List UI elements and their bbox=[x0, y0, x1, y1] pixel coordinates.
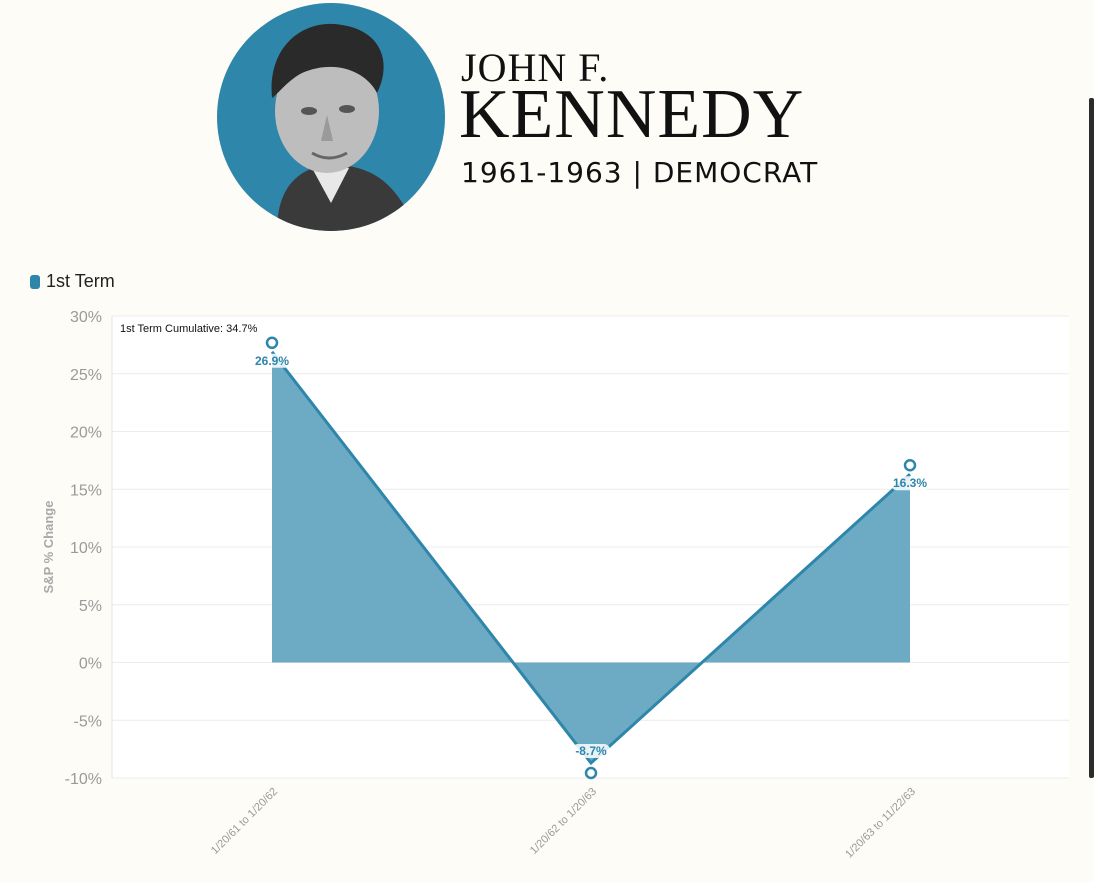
scrollbar[interactable] bbox=[1089, 98, 1094, 778]
legend-label: 1st Term bbox=[46, 271, 115, 291]
y-tick-label: 15% bbox=[70, 482, 102, 499]
series-line bbox=[270, 350, 912, 766]
data-point-marker bbox=[903, 458, 917, 472]
data-label: 26.9% bbox=[255, 354, 289, 368]
portrait-photo-icon bbox=[217, 3, 445, 231]
x-tick-label: 1/20/61 to 1/20/62 bbox=[209, 786, 280, 857]
y-tick-label: 20% bbox=[70, 425, 102, 442]
legend-swatch bbox=[30, 274, 40, 289]
data-label: -8.7% bbox=[575, 744, 607, 758]
x-tick-label: 1/20/63 to 11/22/63 bbox=[843, 786, 918, 861]
y-tick-label: 30% bbox=[70, 309, 102, 326]
legend[interactable]: 1st Term bbox=[30, 271, 115, 292]
data-label-bg bbox=[253, 353, 291, 368]
data-label-bg bbox=[891, 476, 929, 491]
y-tick-label: 25% bbox=[70, 367, 102, 384]
data-point-marker bbox=[584, 766, 598, 780]
y-axis-title: S&P % Change bbox=[41, 501, 56, 594]
x-tick-label: 1/20/62 to 1/20/63 bbox=[528, 786, 599, 857]
series-area bbox=[272, 351, 910, 763]
data-label-bg bbox=[572, 743, 610, 758]
y-tick-label: -10% bbox=[65, 771, 102, 788]
data-point-marker bbox=[265, 336, 279, 350]
term-and-party: 1961-1963 | DEMOCRAT bbox=[461, 156, 819, 189]
y-tick-label: -5% bbox=[74, 713, 102, 730]
header: JOHN F. KENNEDY 1961-1963 | DEMOCRAT bbox=[205, 0, 905, 236]
cumulative-annotation: 1st Term Cumulative: 34.7% bbox=[120, 323, 258, 335]
y-tick-label: 0% bbox=[79, 656, 102, 673]
y-tick-label: 10% bbox=[70, 540, 102, 557]
name-first: JOHN F. bbox=[461, 45, 610, 90]
data-label: 16.3% bbox=[893, 476, 927, 490]
y-tick-label: 5% bbox=[79, 598, 102, 615]
name-last: KENNEDY bbox=[459, 76, 805, 153]
